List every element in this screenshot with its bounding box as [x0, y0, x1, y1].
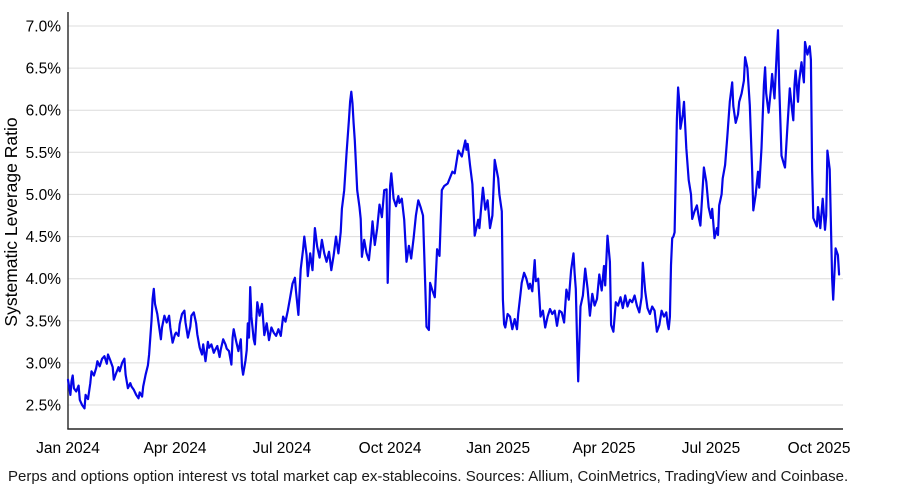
x-tick-label: Jan 2025	[466, 440, 530, 457]
y-tick-label: 6.0%	[26, 103, 62, 120]
x-tick-label: Jan 2024	[36, 440, 100, 457]
x-tick-label: Oct 2025	[788, 440, 851, 457]
y-tick-label: 5.5%	[26, 145, 62, 162]
y-tick-label: 3.0%	[26, 355, 62, 372]
systematic-leverage-ratio-chart: 2.5% 3.0% 3.5% 4.0% 4.5% 5.0% 5.5% 6.0% 6.5% 7.0%…	[1, 12, 851, 457]
x-tick-label: Oct 2024	[359, 440, 422, 457]
x-tick-label: Apr 2025	[573, 440, 636, 457]
y-axis-title: Systematic Leverage Ratio	[1, 117, 21, 326]
y-tick-label: 7.0%	[26, 19, 62, 36]
y-tick-label: 4.0%	[26, 271, 62, 288]
chart-caption: Perps and options option interest vs tot…	[8, 468, 849, 485]
y-tick-label: 4.5%	[26, 229, 62, 246]
y-tick-label: 2.5%	[26, 398, 62, 415]
x-tick-label: Jul 2025	[682, 440, 741, 457]
x-tick-label: Jul 2024	[253, 440, 312, 457]
y-tick-label: 5.0%	[26, 187, 62, 204]
y-tick-label: 6.5%	[26, 61, 62, 78]
leverage-ratio-line	[66, 29, 841, 410]
y-tick-label: 3.5%	[26, 313, 62, 330]
x-tick-label: Apr 2024	[144, 440, 207, 457]
